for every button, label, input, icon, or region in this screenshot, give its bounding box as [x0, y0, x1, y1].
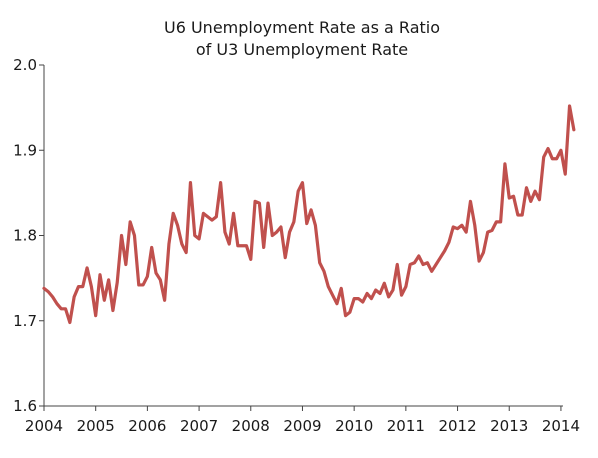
x-tick-label: 2004 [25, 417, 63, 435]
series-line [42, 104, 576, 325]
x-tick-label: 2005 [77, 417, 115, 435]
y-tick-label: 1.6 [13, 397, 37, 415]
y-tick-label: 2.0 [13, 56, 37, 74]
x-tick-label: 2008 [232, 417, 270, 435]
x-tick-label: 2011 [387, 417, 425, 435]
y-tick-label: 1.9 [13, 141, 37, 159]
x-tick-label: 2014 [542, 417, 580, 435]
y-axis-ticks: 1.6 1.7 1.8 1.9 2.0 [13, 56, 44, 415]
x-tick-label: 2007 [180, 417, 218, 435]
chart-title-line-2: of U3 Unemployment Rate [196, 40, 408, 59]
series-layer [42, 104, 576, 325]
x-axis-ticks: 2004 2005 2006 2007 2008 2009 2010 2011 2012 2013… [25, 406, 580, 435]
x-tick-label: 2009 [283, 417, 321, 435]
x-tick-label: 2013 [490, 417, 528, 435]
x-tick-label: 2012 [438, 417, 476, 435]
x-tick-label: 2006 [128, 417, 166, 435]
chart-title-line-1: U6 Unemployment Rate as a Ratio [164, 18, 440, 37]
y-tick-label: 1.8 [13, 227, 37, 245]
x-tick-label: 2010 [335, 417, 373, 435]
y-tick-label: 1.7 [13, 312, 37, 330]
